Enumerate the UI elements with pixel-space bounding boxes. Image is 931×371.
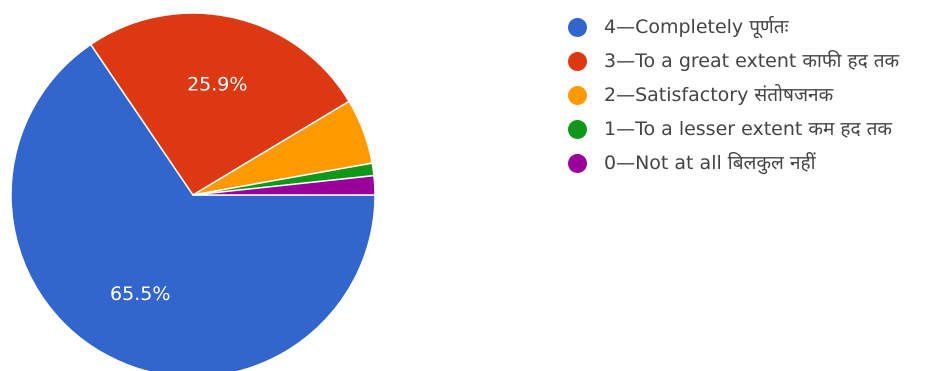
legend-swatch-great-extent xyxy=(568,52,587,71)
pie-label-completely: 65.5% xyxy=(110,283,170,305)
legend-item-lesser-extent[interactable]: 1—To a lesser extent कम हद तक xyxy=(566,116,916,143)
pie-label-great-extent: 25.9% xyxy=(187,73,247,95)
pie-slice-not-at-all[interactable] xyxy=(192,174,376,196)
legend-label-great-extent: 3—To a great extent काफी हद तक xyxy=(604,50,900,72)
legend-label-lesser-extent: 1—To a lesser extent कम हद तक xyxy=(604,118,893,140)
legend-swatch-not-at-all xyxy=(568,154,587,173)
pie-slice-great-extent[interactable] xyxy=(89,12,351,197)
legend: 4—Completely पूर्णतः 3—To a great extent… xyxy=(566,14,916,184)
legend-label-not-at-all: 0—Not at all बिलकुल नहीं xyxy=(604,152,816,174)
legend-swatch-satisfactory xyxy=(568,86,587,105)
legend-label-satisfactory: 2—Satisfactory संतोषजनक xyxy=(604,84,834,106)
legend-item-not-at-all[interactable]: 0—Not at all बिलकुल नहीं xyxy=(566,150,916,177)
pie-chart: 65.5% 25.9% xyxy=(10,12,376,371)
legend-item-great-extent[interactable]: 3—To a great extent काफी हद तक xyxy=(566,48,916,75)
pie-slice-completely[interactable] xyxy=(10,43,376,371)
legend-item-completely[interactable]: 4—Completely पूर्णतः xyxy=(566,14,916,41)
legend-item-satisfactory[interactable]: 2—Satisfactory संतोषजनक xyxy=(566,82,916,109)
legend-swatch-completely xyxy=(568,18,587,37)
legend-swatch-lesser-extent xyxy=(568,120,587,139)
legend-label-completely: 4—Completely पूर्णतः xyxy=(604,16,789,38)
